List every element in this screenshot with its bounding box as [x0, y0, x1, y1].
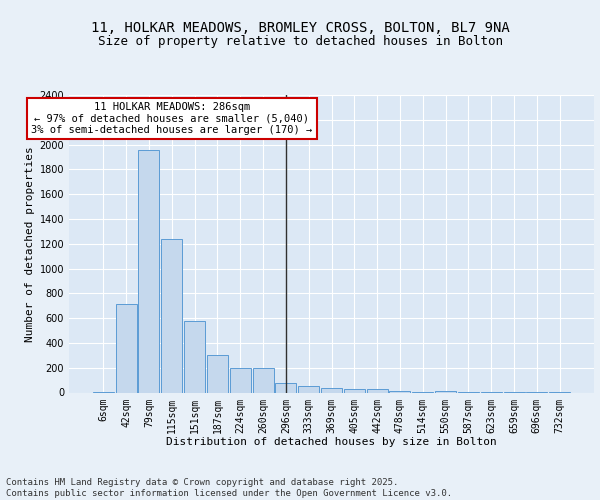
Bar: [230, 368, 251, 392]
Bar: [389, 390, 410, 392]
Text: Size of property relative to detached houses in Bolton: Size of property relative to detached ho…: [97, 34, 503, 48]
Bar: [207, 354, 228, 393]
Y-axis label: Number of detached properties: Number of detached properties: [25, 146, 35, 342]
Bar: [116, 304, 137, 392]
Text: Contains HM Land Registry data © Crown copyright and database right 2025.
Contai: Contains HM Land Registry data © Crown c…: [6, 478, 452, 498]
Bar: [435, 390, 456, 392]
Bar: [344, 389, 365, 392]
Bar: [298, 386, 319, 392]
X-axis label: Distribution of detached houses by size in Bolton: Distribution of detached houses by size …: [166, 437, 497, 447]
Bar: [184, 320, 205, 392]
Text: 11 HOLKAR MEADOWS: 286sqm
← 97% of detached houses are smaller (5,040)
3% of sem: 11 HOLKAR MEADOWS: 286sqm ← 97% of detac…: [31, 102, 313, 135]
Text: 11, HOLKAR MEADOWS, BROMLEY CROSS, BOLTON, BL7 9NA: 11, HOLKAR MEADOWS, BROMLEY CROSS, BOLTO…: [91, 20, 509, 34]
Bar: [367, 389, 388, 392]
Bar: [321, 388, 342, 392]
Bar: [139, 150, 160, 392]
Bar: [161, 239, 182, 392]
Bar: [253, 368, 274, 392]
Bar: [275, 382, 296, 392]
